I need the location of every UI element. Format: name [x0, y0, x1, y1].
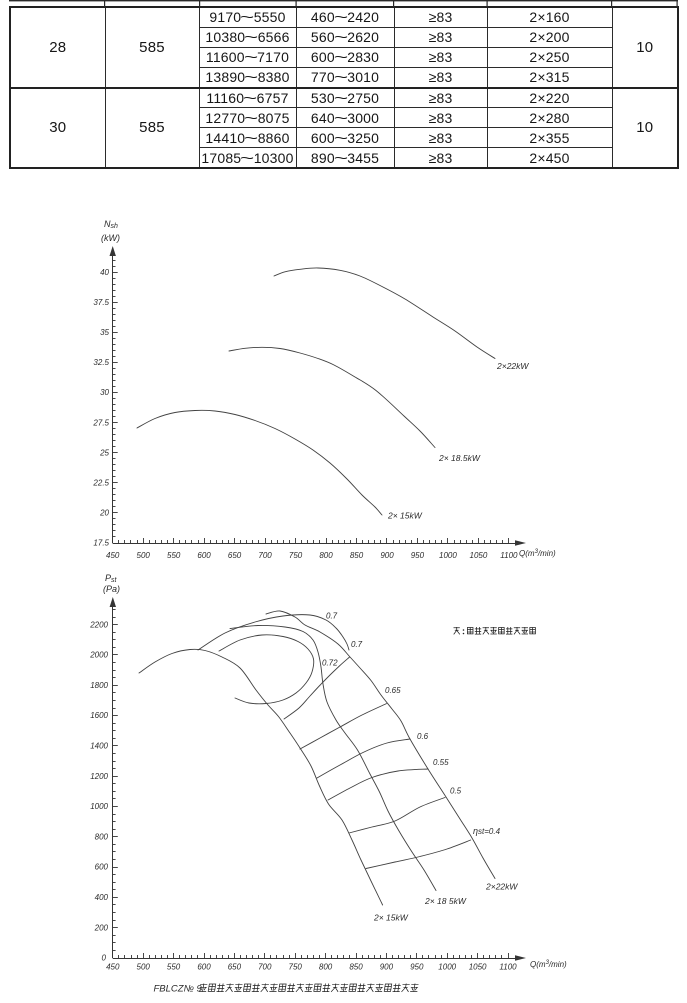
svg-text:(kW): (kW): [101, 233, 120, 243]
svg-text:35: 35: [100, 328, 109, 337]
svg-text:500: 500: [137, 551, 151, 560]
svg-text:Q(m3/min): Q(m3/min): [519, 549, 556, 558]
svg-text:1600: 1600: [90, 711, 108, 720]
svg-text:Q(m3/min): Q(m3/min): [530, 960, 567, 969]
svg-text:0.6: 0.6: [417, 732, 429, 741]
svg-text:1050: 1050: [470, 551, 488, 560]
svg-text:650: 650: [228, 963, 242, 972]
svg-text:2200: 2200: [89, 620, 108, 629]
svg-text:1000: 1000: [90, 802, 108, 811]
svg-text:700: 700: [258, 551, 272, 560]
svg-text:0: 0: [102, 954, 107, 963]
svg-text:800: 800: [319, 551, 333, 560]
svg-text:750: 750: [289, 551, 303, 560]
svg-text:600: 600: [95, 863, 109, 872]
svg-text:2× 15kW: 2× 15kW: [387, 511, 423, 521]
svg-text:(Pa): (Pa): [103, 584, 120, 594]
svg-text:0.7: 0.7: [351, 640, 363, 649]
svg-text:30: 30: [100, 388, 109, 397]
svg-text:450: 450: [106, 963, 120, 972]
svg-text:27.5: 27.5: [92, 418, 109, 427]
svg-text:ηst=0.4: ηst=0.4: [473, 826, 501, 836]
svg-text:32.5: 32.5: [93, 358, 109, 367]
svg-text:500: 500: [137, 963, 151, 972]
svg-text:0.55: 0.55: [433, 758, 449, 767]
svg-text:650: 650: [228, 551, 242, 560]
svg-text:0.7: 0.7: [326, 612, 338, 621]
svg-text:900: 900: [380, 551, 394, 560]
svg-text:950: 950: [411, 551, 425, 560]
svg-text:FBLCZ№ 9: FBLCZ№ 9: [154, 984, 203, 995]
svg-text:1100: 1100: [499, 963, 517, 972]
svg-text:1000: 1000: [439, 551, 457, 560]
svg-text:1400: 1400: [90, 742, 108, 751]
svg-text:40: 40: [100, 268, 109, 277]
svg-text:0.65: 0.65: [385, 686, 401, 695]
svg-text:450: 450: [106, 551, 120, 560]
svg-text:1800: 1800: [90, 681, 108, 690]
svg-text:37.5: 37.5: [93, 298, 109, 307]
svg-text:20: 20: [99, 509, 109, 518]
svg-text:950: 950: [410, 963, 424, 972]
svg-text:1200: 1200: [90, 772, 108, 781]
svg-text:550: 550: [167, 551, 181, 560]
svg-text:25: 25: [99, 448, 109, 457]
svg-text:550: 550: [167, 963, 181, 972]
svg-text:1050: 1050: [469, 963, 487, 972]
svg-text:2× 18.5kW: 2× 18.5kW: [438, 453, 481, 463]
svg-text:1000: 1000: [438, 963, 456, 972]
svg-text:Nsh: Nsh: [104, 219, 118, 230]
svg-text:22.5: 22.5: [92, 479, 109, 488]
svg-text:700: 700: [258, 963, 272, 972]
svg-text:750: 750: [289, 963, 303, 972]
svg-text:0.72: 0.72: [322, 659, 338, 668]
svg-text:600: 600: [197, 551, 211, 560]
svg-text:Pst: Pst: [105, 573, 118, 584]
svg-text:17.5: 17.5: [93, 539, 109, 548]
svg-text:2×22kW: 2×22kW: [485, 882, 518, 892]
svg-text:850: 850: [350, 551, 364, 560]
svg-text:400: 400: [95, 893, 109, 902]
svg-text:200: 200: [94, 923, 109, 932]
svg-text:1100: 1100: [500, 551, 518, 560]
svg-text:600: 600: [197, 963, 211, 972]
svg-text:800: 800: [95, 832, 109, 841]
svg-text:2× 18 5kW: 2× 18 5kW: [424, 896, 467, 906]
svg-text:2000: 2000: [89, 651, 108, 660]
svg-text:850: 850: [349, 963, 363, 972]
svg-text:900: 900: [380, 963, 394, 972]
svg-text:2× 15kW: 2× 15kW: [373, 913, 409, 923]
svg-text:0.5: 0.5: [450, 787, 462, 796]
svg-text:2×22kW: 2×22kW: [496, 361, 529, 371]
svg-text:800: 800: [319, 963, 333, 972]
